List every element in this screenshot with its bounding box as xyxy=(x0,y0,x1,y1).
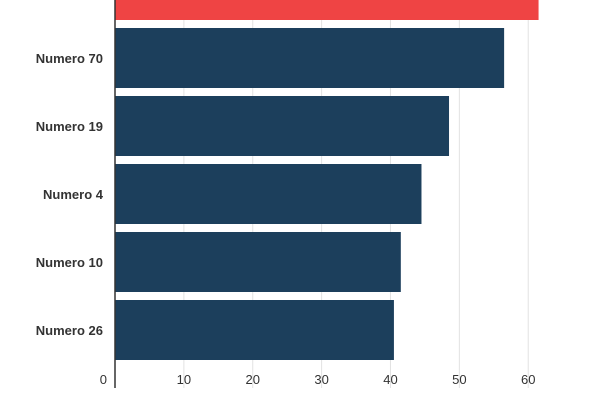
bar xyxy=(115,96,450,156)
bar xyxy=(115,232,401,292)
bar xyxy=(115,0,539,20)
x-tick-label: 10 xyxy=(177,372,191,387)
bar xyxy=(115,164,422,224)
x-tick-labels: 0 10 20 30 40 50 60 xyxy=(100,372,536,387)
category-labels: Numero 70 Numero 19 Numero 4 Numero 10 Numer… xyxy=(36,51,104,338)
x-tick-label: 50 xyxy=(452,372,466,387)
category-label: Numero 70 xyxy=(36,51,103,66)
bar xyxy=(115,300,394,360)
x-tick-label: 0 xyxy=(100,372,107,387)
category-label: Numero 19 xyxy=(36,119,103,134)
category-label: Numero 10 xyxy=(36,255,103,270)
x-tick-label: 30 xyxy=(314,372,328,387)
x-tick-label: 40 xyxy=(383,372,397,387)
x-tick-label: 60 xyxy=(521,372,535,387)
category-label: Numero 26 xyxy=(36,323,103,338)
category-label: Numero 4 xyxy=(43,187,104,202)
x-tick-label: 20 xyxy=(246,372,260,387)
bar xyxy=(115,28,505,88)
bars xyxy=(115,0,539,360)
